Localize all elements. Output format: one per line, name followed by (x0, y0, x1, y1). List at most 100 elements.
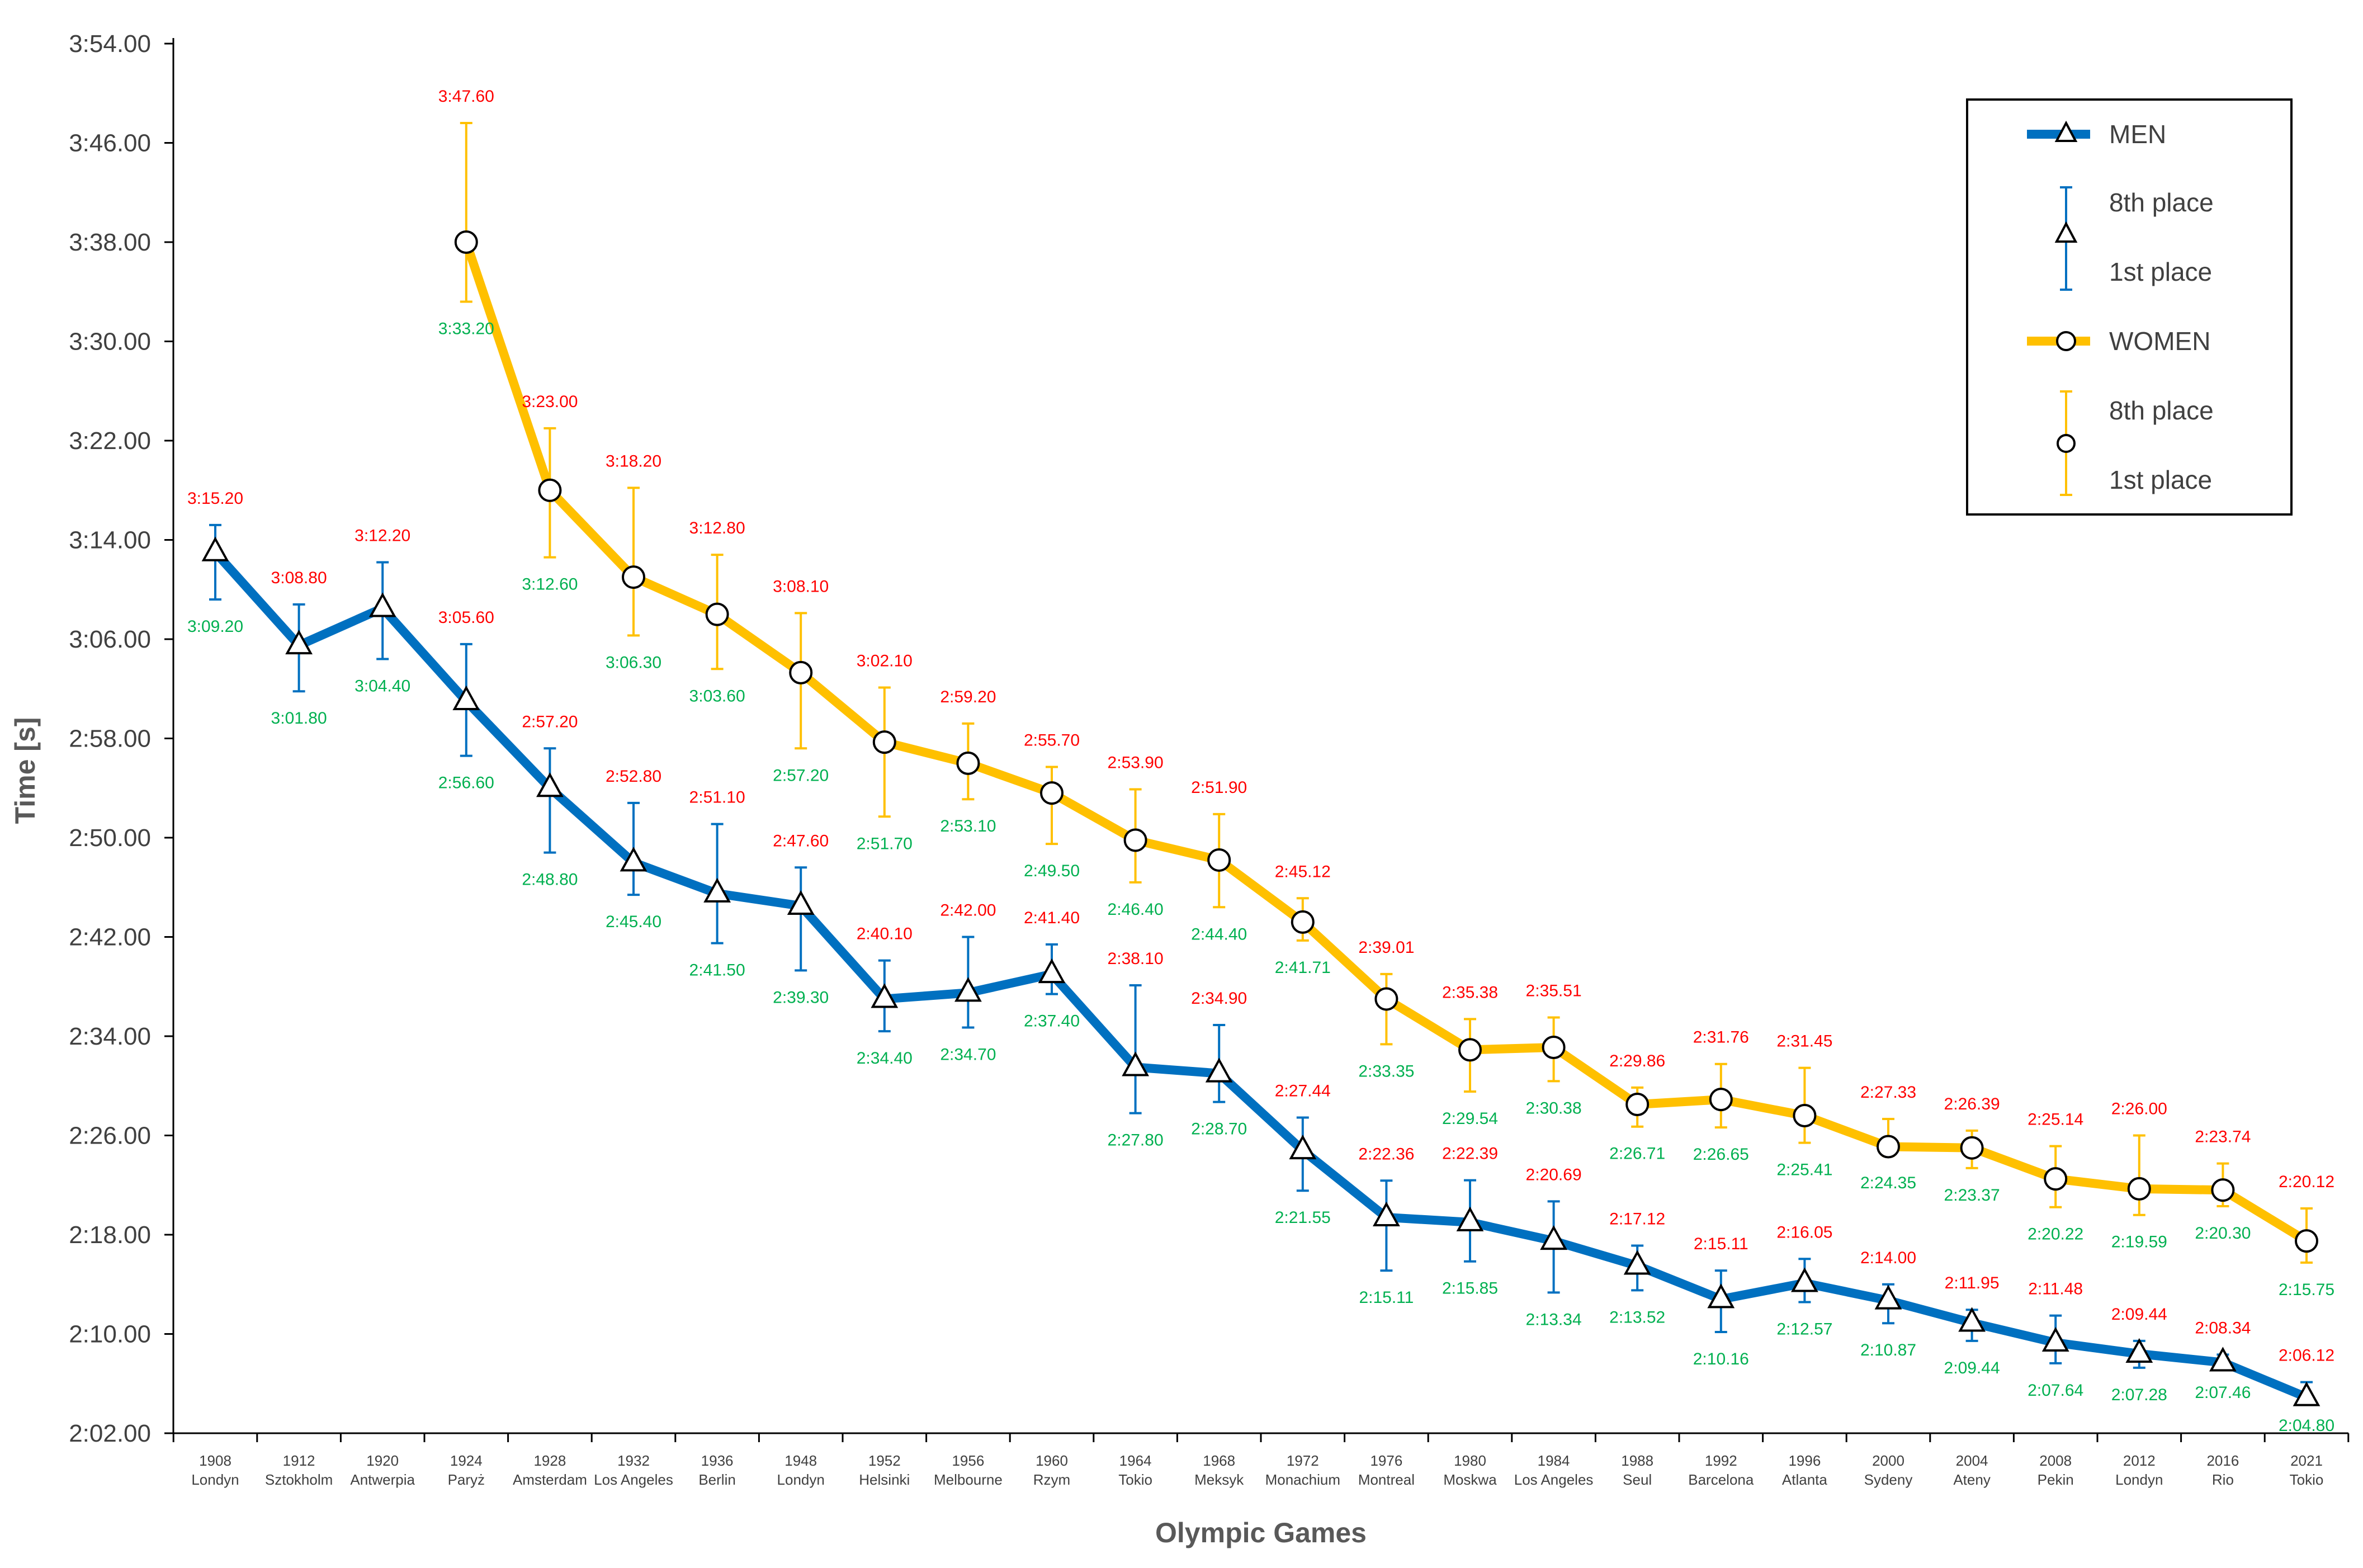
men-eighth-place-label: 2:52.80 (606, 767, 661, 786)
women-point (1793, 1104, 1817, 1127)
men-eighth-place-label: 2:22.36 (1358, 1145, 1414, 1163)
women-markers (454, 230, 2318, 1253)
x-tick-city: Sztokholm (265, 1471, 333, 1488)
women-eighth-place-label: 2:45.12 (1275, 862, 1331, 881)
x-tick-city: Meksyk (1194, 1471, 1244, 1488)
legend-women-label: WOMEN (2109, 327, 2210, 356)
women-first-place-label: 3:12.60 (522, 575, 578, 594)
women-eighth-place-label: 2:35.51 (1526, 981, 1582, 1000)
legend-women-eighth-label: 8th place (2109, 396, 2214, 425)
women-eighth-place-label: 2:31.45 (1776, 1032, 1832, 1051)
men-first-place-label: 2:21.55 (1275, 1208, 1331, 1227)
x-tick-city: Amsterdam (513, 1471, 587, 1488)
men-point (536, 772, 564, 797)
men-point (620, 847, 648, 872)
men-point (1958, 1307, 1986, 1332)
women-first-place-label: 2:23.37 (1944, 1186, 2000, 1205)
women-point (1960, 1136, 1984, 1160)
y-tick-label: 2:34.00 (69, 1023, 151, 1050)
men-eighth-place-label: 2:11.95 (1945, 1274, 2000, 1292)
women-point (2211, 1178, 2235, 1202)
women-eighth-place-label: 2:25.14 (2028, 1111, 2083, 1129)
men-point (1289, 1134, 1317, 1160)
men-eighth-place-label: 2:15.11 (1694, 1235, 1748, 1253)
women-first-place-label: 2:26.65 (1693, 1145, 1749, 1164)
women-point (1207, 848, 1231, 872)
women-point (956, 751, 980, 775)
women-first-place-label: 2:46.40 (1108, 900, 1164, 919)
men-first-place-label: 2:15.11 (1359, 1288, 1414, 1307)
men-point (201, 536, 229, 561)
women-point (1040, 781, 1064, 805)
men-first-place-label: 2:37.40 (1024, 1012, 1080, 1031)
men-eighth-place-label: 2:51.10 (689, 788, 745, 807)
x-tick-city: Atlanta (1782, 1471, 1827, 1488)
men-first-place-label: 2:45.40 (606, 913, 661, 931)
men-eighth-place-label: 2:14.00 (1860, 1249, 1916, 1267)
women-eighth-place-label: 3:02.10 (857, 652, 913, 670)
men-point (368, 592, 396, 617)
men-point (1122, 1051, 1149, 1076)
women-point (538, 478, 562, 502)
y-tick-label: 3:06.00 (69, 626, 151, 653)
men-point (703, 877, 731, 903)
women-first-place-label: 2:20.22 (2028, 1225, 2083, 1244)
x-tick-year: 2000 (1872, 1452, 1904, 1469)
women-eighth-place-label: 2:39.01 (1358, 938, 1414, 957)
women-first-place-label: 2:41.71 (1275, 958, 1331, 977)
x-tick-year: 1992 (1705, 1452, 1737, 1469)
men-point (1791, 1267, 1818, 1292)
men-eighth-place-label: 2:40.10 (857, 925, 913, 943)
women-point (2295, 1229, 2318, 1253)
x-tick-year: 1912 (283, 1452, 315, 1469)
men-first-place-label: 2:07.46 (2195, 1383, 2251, 1402)
men-point (1540, 1225, 1567, 1250)
men-eighth-place-label: 2:41.40 (1024, 909, 1080, 927)
x-tick-city: Monachium (1265, 1471, 1340, 1488)
x-tick-city: Paryż (448, 1471, 485, 1488)
men-eighth-place-label: 2:06.12 (2279, 1347, 2334, 1365)
x-tick-city: Tokio (2290, 1471, 2324, 1488)
men-markers (201, 536, 2321, 1406)
x-tick-year: 1984 (1538, 1452, 1570, 1469)
x-tick-city: Moskwa (1443, 1471, 1497, 1488)
men-first-place-label: 2:28.70 (1191, 1120, 1247, 1139)
men-eighth-place-label: 2:38.10 (1108, 950, 1164, 968)
x-tick-city: Rio (2212, 1471, 2234, 1488)
women-eighth-place-label: 2:59.20 (940, 688, 996, 706)
men-first-place-label: 2:07.28 (2111, 1386, 2167, 1404)
men-point (787, 890, 815, 915)
x-tick-city: Seul (1623, 1471, 1652, 1488)
women-point (1542, 1035, 1566, 1059)
women-eighth-place-label: 2:51.90 (1191, 778, 1247, 797)
x-tick-city: Sydeny (1864, 1471, 1913, 1488)
women-point (454, 230, 478, 254)
men-first-place-label: 2:10.16 (1693, 1350, 1749, 1368)
men-point (1456, 1206, 1484, 1231)
women-point (1374, 987, 1398, 1011)
women-eighth-place-label: 2:35.38 (1442, 983, 1498, 1002)
men-first-place-label: 2:12.57 (1776, 1320, 1832, 1338)
legend-men-eighth-label: 8th place (2109, 188, 2214, 217)
women-first-place-label: 3:03.60 (689, 687, 745, 705)
men-first-place-label: 2:27.80 (1108, 1131, 1164, 1150)
x-tick-city: Londyn (777, 1471, 825, 1488)
men-point (954, 977, 982, 1002)
men-line-group (212, 549, 2309, 1402)
women-first-place-label: 2:19.59 (2111, 1233, 2167, 1251)
men-first-place-label: 2:15.85 (1442, 1279, 1498, 1298)
men-eighth-place-label: 2:27.44 (1275, 1082, 1331, 1101)
women-point (1709, 1088, 1733, 1112)
x-tick-year: 1956 (952, 1452, 984, 1469)
women-eighth-place-label: 3:47.60 (438, 87, 494, 106)
men-eighth-place-label: 3:05.60 (438, 608, 494, 627)
legend-box (1966, 98, 2293, 516)
women-eighth-place-label: 3:23.00 (522, 393, 578, 411)
women-first-place-label: 2:26.71 (1609, 1145, 1665, 1163)
men-point (1874, 1284, 1902, 1310)
x-tick-city: Pekin (2038, 1471, 2074, 1488)
women-point (1291, 910, 1315, 934)
x-tick-year: 1964 (1119, 1452, 1152, 1469)
y-tick-label: 2:18.00 (69, 1221, 151, 1249)
